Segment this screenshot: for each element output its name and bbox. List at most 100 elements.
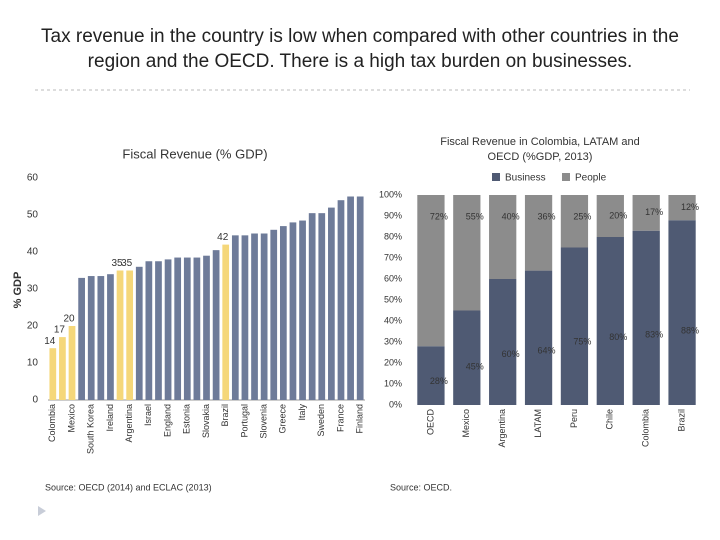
y-tick-label: 90% (384, 210, 402, 220)
bar (231, 235, 239, 400)
bar-segment (560, 247, 589, 405)
x-tick-label: Slovenia (259, 404, 269, 439)
data-label: 12% (681, 202, 699, 212)
legend-swatch (562, 173, 570, 181)
x-tick-label: Colombia (47, 404, 57, 442)
bar (107, 274, 114, 400)
data-label: 35 (121, 258, 133, 269)
left-title: Fiscal Revenue (% GDP) (122, 146, 267, 161)
legend-swatch (492, 173, 500, 181)
bar (299, 220, 306, 400)
x-tick-label: Mexico (66, 404, 76, 433)
bar (279, 226, 287, 400)
bar-segment (524, 195, 553, 271)
x-tick-label: South Korea (86, 404, 96, 454)
source: Source: OECD. (390, 482, 452, 492)
y-tick-label: 40 (27, 247, 39, 258)
bar-segment (596, 195, 624, 237)
y-tick-label: 50% (384, 294, 402, 304)
bar-segment (668, 220, 696, 405)
x-tick-label: Slovakia (201, 404, 211, 438)
x-tick-label: Sweden (316, 404, 326, 437)
y-tick-label: 60 (27, 173, 39, 184)
data-label: 42 (217, 232, 229, 243)
y-tick-label: 40% (384, 315, 402, 325)
bar (145, 261, 153, 400)
y-tick-label: 30% (384, 336, 402, 346)
bar (308, 213, 316, 400)
bar-segment (596, 237, 624, 405)
bar (347, 196, 354, 400)
data-label: 20% (609, 210, 627, 220)
bar (212, 250, 220, 400)
bar (318, 213, 326, 400)
chart-title: Fiscal Revenue in Colombia, LATAM and OEC… (440, 136, 640, 163)
x-tick-label: Italy (297, 404, 307, 421)
bar (183, 257, 191, 400)
data-label: 17% (645, 207, 663, 217)
x-tick-label: Portugal (239, 404, 249, 438)
bar (135, 266, 143, 400)
bar (203, 255, 210, 400)
bar-segment (453, 310, 481, 405)
bar-segment (417, 195, 445, 347)
bar (337, 200, 345, 400)
y-tick-label: 60% (384, 273, 402, 283)
data-label: 55% (466, 211, 484, 221)
y-tick-label: 30 (27, 284, 39, 295)
y-tick-label: 100% (379, 189, 402, 199)
x-tick-label: Israel (143, 404, 153, 426)
data-label: 60% (502, 349, 520, 359)
bar-segment (632, 195, 660, 231)
data-label: 20 (63, 314, 75, 325)
bar (116, 270, 124, 400)
x-tick-label: LATAM (533, 409, 543, 438)
x-tick-label: Finland (355, 404, 365, 434)
bar (97, 276, 105, 400)
decoration (38, 506, 46, 516)
bar (49, 348, 57, 400)
bar (270, 229, 278, 400)
bar (126, 270, 134, 400)
x-tick-label: Estonia (182, 404, 192, 434)
x-tick-label: Argentina (124, 404, 134, 443)
bar-segment (632, 230, 660, 405)
y-tick-label: 70% (384, 252, 402, 262)
y-axis-label: % GDP (12, 272, 24, 309)
bar (174, 257, 182, 400)
bar (328, 207, 335, 400)
x-tick-label: France (335, 404, 345, 432)
bar (164, 259, 172, 400)
x-tick-label: Chile (605, 409, 615, 430)
x-tick-label: OECD (425, 409, 435, 436)
bar-segment (417, 346, 445, 405)
bar-segment (560, 195, 589, 248)
x-tick-label: Mexico (461, 409, 471, 438)
y-tick-label: 20% (384, 357, 402, 367)
x-tick-label: Colombia (641, 409, 651, 447)
data-label: 25% (573, 211, 591, 221)
bar (68, 326, 76, 400)
data-label: 17 (54, 325, 66, 336)
data-label: 14 (44, 336, 56, 347)
data-label: 45% (466, 362, 484, 372)
y-tick-label: 10% (384, 378, 402, 388)
x-tick-label: Brazil (676, 409, 686, 432)
y-tick-label: 20 (27, 321, 39, 332)
data-label: 64% (538, 346, 556, 356)
legend-label: People (575, 173, 607, 184)
legend-label: Business (505, 173, 546, 184)
data-label: 80% (609, 332, 627, 342)
bar (193, 257, 201, 400)
x-tick-label: Brazil (220, 404, 230, 427)
x-tick-label: Peru (569, 409, 579, 428)
bar-segment (453, 195, 481, 311)
bar-segment (489, 195, 517, 279)
data-label: 40% (502, 211, 520, 221)
y-tick-label: 0 (32, 395, 38, 406)
bar (260, 233, 268, 400)
y-tick-label: 80% (384, 231, 402, 241)
data-label: 72% (430, 211, 448, 221)
